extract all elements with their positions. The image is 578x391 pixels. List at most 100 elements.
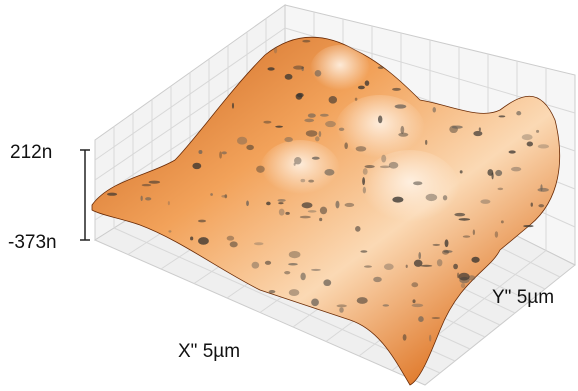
surface-spot [142, 184, 152, 186]
surface-spot [357, 297, 368, 304]
surface-spot [149, 181, 161, 184]
surface-spot [495, 231, 498, 238]
surface-spot [296, 93, 303, 99]
surface-spot [498, 188, 504, 191]
surface-spot [320, 207, 327, 215]
surface-spot [293, 66, 304, 70]
surface-spot [538, 204, 544, 207]
surface-spot [356, 146, 367, 151]
surface-spot [285, 74, 293, 80]
surface-spot [325, 121, 336, 127]
surface-spot [289, 289, 300, 296]
surface-spot [246, 145, 254, 150]
surface-spot [227, 236, 234, 241]
surface-spot [373, 277, 382, 282]
surface-spot [198, 237, 209, 245]
surface-spot [288, 263, 298, 266]
surface-spot [457, 272, 459, 278]
surface-spot [210, 193, 213, 196]
surface-spot [329, 96, 337, 104]
surface-spot [335, 201, 339, 209]
surface-spot [425, 140, 427, 145]
surface-spot [389, 162, 399, 169]
surface-spot [308, 180, 314, 183]
surface-spot [398, 133, 408, 137]
surface-spot [418, 252, 421, 259]
surface-spot [537, 188, 548, 192]
surface-spot [324, 169, 334, 176]
surface-spot [406, 265, 408, 268]
surface-spot [392, 197, 403, 203]
page: 212n -373n X" 5µm Y" 5µm (() => { const … [0, 0, 578, 391]
surface-spot [246, 201, 249, 207]
surface-spot [339, 307, 344, 313]
surface-spot [320, 114, 329, 117]
surface-spot [380, 166, 390, 169]
surface-spot [192, 163, 201, 169]
surface-spot [254, 242, 263, 245]
surface-spot [319, 131, 322, 137]
surface-spot [302, 40, 310, 43]
surface-spot [323, 279, 331, 286]
surface-spot [315, 136, 319, 141]
surface-spot [426, 194, 438, 201]
surface-spot [458, 273, 469, 281]
surface-spot [312, 157, 320, 160]
surface-spot [501, 220, 504, 223]
surface-spot [285, 212, 289, 215]
surface-spot [190, 237, 193, 241]
surface-spot [522, 134, 533, 140]
surface-spot [432, 317, 441, 319]
surface-spot [266, 202, 271, 206]
surface-spot [378, 116, 382, 124]
surface-spot [459, 218, 471, 221]
surface-spot [411, 282, 418, 287]
surface-spot [230, 241, 238, 247]
surface-spot [300, 273, 305, 281]
surface-spot [336, 304, 346, 307]
x-axis-label: X" 5µm [178, 341, 240, 362]
surface-spot [461, 283, 465, 288]
surface-spot [267, 67, 274, 70]
surface-spot [306, 130, 318, 137]
surface-spot [355, 98, 358, 101]
surface-spot [265, 261, 271, 265]
surface-spot [269, 290, 276, 293]
surface-spot [198, 150, 202, 154]
surface-spot [302, 202, 313, 208]
surface-spot [300, 216, 311, 219]
surface-spot [383, 304, 389, 306]
surface-spot [232, 103, 234, 109]
surface-spot [319, 218, 322, 221]
surface-spot [363, 168, 368, 175]
surface-spot [531, 202, 533, 206]
surface-spot [278, 202, 283, 204]
surface-spot [412, 304, 424, 307]
surface-spot [308, 113, 316, 117]
surface-spot [452, 126, 463, 129]
surface-spot [463, 235, 470, 237]
surface-spot [344, 142, 348, 149]
surface-spot [412, 299, 415, 303]
surface-spot [221, 195, 226, 198]
surface-spot [516, 111, 521, 115]
surface-spot [473, 229, 475, 235]
surface-spot [360, 250, 367, 253]
surface-spot [365, 80, 370, 85]
surface-spot [252, 262, 260, 269]
surface-spot [421, 265, 433, 267]
surface-spot [511, 167, 521, 172]
surface-spot [364, 165, 374, 168]
y-axis-label: Y" 5µm [492, 287, 554, 308]
afm-figure: 212n -373n X" 5µm Y" 5µm [0, 0, 578, 391]
surface-spot [381, 155, 386, 163]
surface-spot [491, 172, 493, 179]
surface-spot [315, 70, 322, 77]
surface-spot [378, 66, 384, 69]
surface-spot [311, 269, 321, 271]
surface-spot [107, 193, 117, 196]
surface-spot [275, 126, 283, 128]
surface-spot [395, 104, 407, 108]
surface-spot [538, 144, 549, 148]
surface-spot [339, 128, 344, 131]
